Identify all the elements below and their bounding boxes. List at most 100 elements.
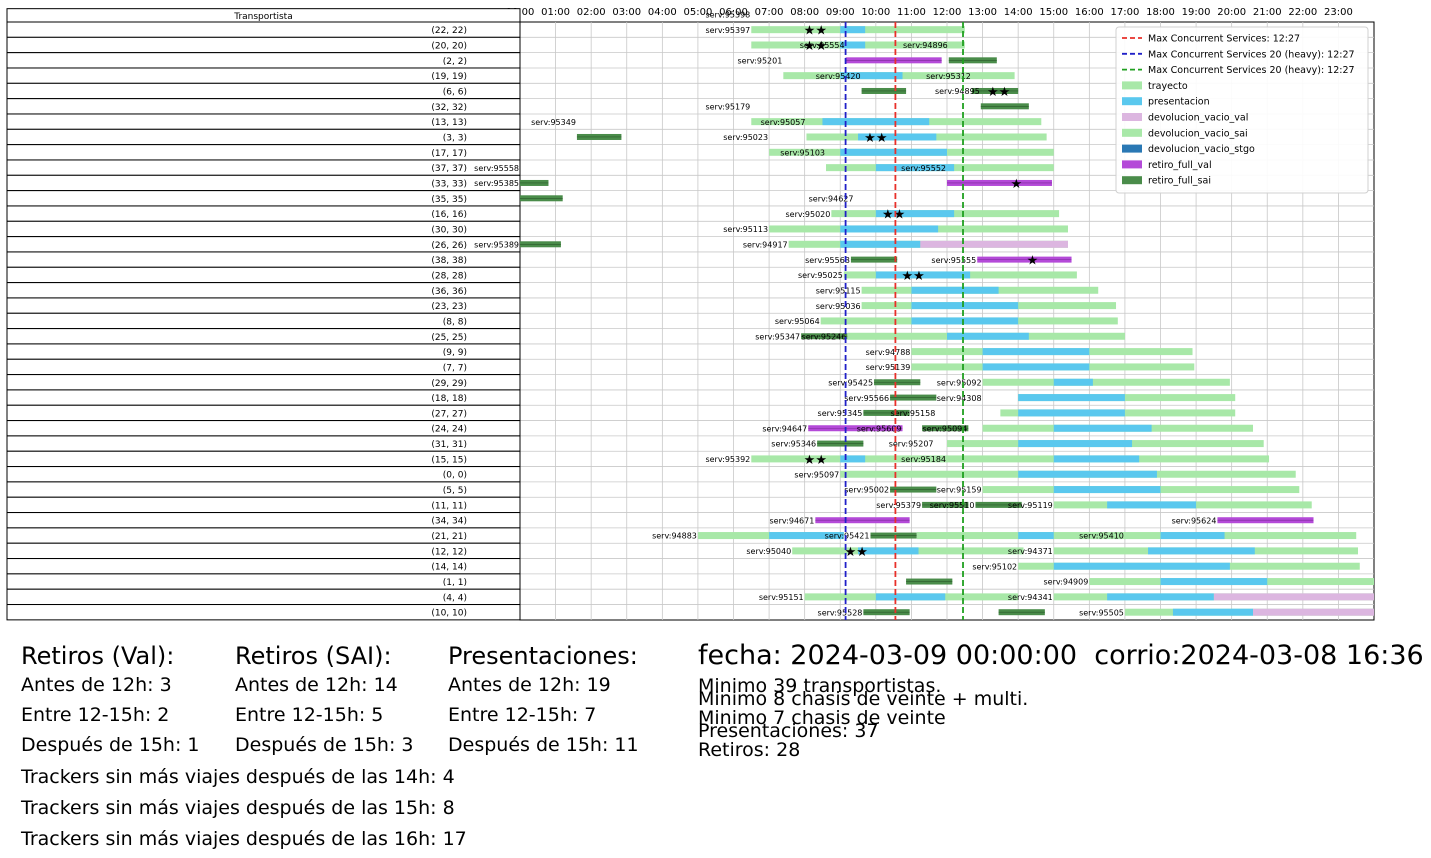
row-label: (12, 12) bbox=[431, 547, 467, 557]
gantt-bar-p bbox=[840, 148, 947, 156]
x-tick-label: 01:00 bbox=[541, 7, 570, 18]
row-label: (15, 15) bbox=[431, 455, 467, 465]
row-label: (32, 32) bbox=[431, 103, 467, 113]
service-label: serv:95025 bbox=[798, 271, 843, 280]
gantt-bar-p bbox=[1018, 440, 1133, 448]
star-marker: ★★ bbox=[864, 131, 887, 146]
service-label: serv:95410 bbox=[1079, 532, 1124, 541]
row-label: (22, 22) bbox=[431, 26, 467, 36]
row-label: (13, 13) bbox=[431, 118, 467, 128]
gantt-bar-p bbox=[982, 348, 1090, 356]
row-label: (17, 17) bbox=[431, 149, 467, 159]
service-label: serv:95159 bbox=[937, 486, 982, 495]
gantt-bar-p bbox=[1160, 532, 1225, 540]
gantt-bar-p bbox=[982, 363, 1090, 371]
gantt-bar-v bbox=[1253, 608, 1374, 616]
trackers-15h: Trackers sin más viajes después de las 1… bbox=[21, 797, 455, 819]
x-tick-label: 05:00 bbox=[684, 7, 713, 18]
legend-color-swatch bbox=[1122, 144, 1142, 153]
gantt-bar-p bbox=[1018, 409, 1125, 417]
x-tick-label: 03:00 bbox=[612, 7, 641, 18]
star-marker: ★ bbox=[1011, 177, 1023, 192]
row-label: (34, 34) bbox=[431, 517, 467, 527]
stats-pres-title: Presentaciones: bbox=[448, 642, 638, 670]
legend-entry: presentacion bbox=[1148, 97, 1210, 108]
stats-sai-line1: Antes de 12h: 14 bbox=[235, 674, 398, 696]
summary-presentaciones: Presentaciones: 37 bbox=[698, 720, 879, 742]
trackers-14h: Trackers sin más viajes después de las 1… bbox=[21, 766, 455, 788]
service-label: serv:95554 bbox=[800, 41, 845, 50]
row-label: (18, 18) bbox=[431, 394, 467, 404]
service-label: serv:95347 bbox=[755, 332, 800, 341]
x-tick-label: 06:00 bbox=[719, 7, 748, 18]
service-label: serv:95020 bbox=[786, 210, 831, 219]
summary-min-transportistas: Minimo 39 transportistas. bbox=[698, 675, 942, 697]
service-label: serv:95246 bbox=[802, 332, 847, 341]
service-label: serv:95349 bbox=[531, 118, 576, 127]
stats-sai-title: Retiros (SAI): bbox=[235, 642, 392, 670]
row-label: (23, 23) bbox=[431, 302, 467, 312]
service-label: serv:95552 bbox=[901, 164, 946, 173]
row-label: (20, 20) bbox=[431, 41, 467, 51]
service-label: serv:94895 bbox=[935, 87, 980, 96]
legend-color-swatch bbox=[1122, 128, 1142, 137]
star-marker: ★★ bbox=[902, 269, 925, 284]
row-label: (16, 16) bbox=[431, 210, 467, 220]
service-label: serv:95420 bbox=[816, 72, 861, 81]
row-label: (9, 9) bbox=[443, 348, 467, 358]
service-label: serv:95346 bbox=[771, 440, 816, 449]
service-label: serv:95094 bbox=[923, 424, 968, 433]
row-label: (33, 33) bbox=[431, 179, 467, 189]
gantt-bar-p bbox=[875, 210, 955, 218]
row-label: (6, 6) bbox=[443, 87, 467, 97]
row-label: (3, 3) bbox=[443, 133, 467, 143]
stats-val-title: Retiros (Val): bbox=[21, 642, 175, 670]
gantt-bar-p bbox=[840, 240, 921, 248]
service-label: serv:94788 bbox=[866, 348, 911, 357]
gantt-bar-p bbox=[840, 41, 866, 49]
x-tick-label: 17:00 bbox=[1111, 7, 1140, 18]
service-label: serv:95113 bbox=[723, 225, 768, 234]
service-label: serv:95558 bbox=[474, 164, 519, 173]
service-label: serv:94341 bbox=[1008, 593, 1053, 602]
trackers-16h: Trackers sin más viajes después de las 1… bbox=[21, 828, 467, 850]
gantt-bar-p bbox=[858, 133, 937, 141]
stats-val-line3: Después de 15h: 1 bbox=[21, 734, 200, 756]
row-label-cell bbox=[6, 604, 521, 621]
row-label: (19, 19) bbox=[431, 72, 467, 82]
gantt-bar-p bbox=[1053, 378, 1093, 386]
service-label: serv:95151 bbox=[759, 593, 804, 602]
service-label: serv:95064 bbox=[775, 317, 820, 326]
service-label: serv:95379 bbox=[876, 501, 921, 510]
legend-color-swatch bbox=[1122, 113, 1142, 121]
service-label: serv:94308 bbox=[937, 394, 982, 403]
row-label: (25, 25) bbox=[431, 333, 467, 343]
row-label: (10, 10) bbox=[431, 609, 467, 619]
service-label: serv:95609 bbox=[857, 424, 902, 433]
row-label: (7, 7) bbox=[443, 363, 467, 373]
service-label: serv:95566 bbox=[844, 394, 889, 403]
stats-val-line1: Antes de 12h: 3 bbox=[21, 674, 172, 696]
gantt-bar-p bbox=[911, 317, 1019, 325]
row-label: (35, 35) bbox=[431, 195, 467, 205]
row-label: (8, 8) bbox=[443, 317, 467, 327]
service-label: serv:95057 bbox=[761, 118, 806, 127]
gantt-bar-p bbox=[911, 286, 999, 294]
service-label: serv:95092 bbox=[937, 378, 982, 387]
service-label: serv:94647 bbox=[762, 424, 807, 433]
service-label: serv:95036 bbox=[816, 302, 861, 311]
gantt-bar-p bbox=[1107, 501, 1197, 509]
x-tick-label: 18:00 bbox=[1146, 7, 1175, 18]
legend-color-swatch bbox=[1122, 97, 1142, 106]
x-tick-label: 02:00 bbox=[577, 7, 606, 18]
row-label: (4, 4) bbox=[443, 593, 467, 603]
gantt-bar-v bbox=[920, 240, 1068, 248]
service-label: serv:95207 bbox=[889, 440, 934, 449]
service-label: serv:95624 bbox=[1172, 516, 1217, 525]
gantt-bar-t bbox=[751, 455, 1270, 463]
gantt-bar-p bbox=[911, 302, 1019, 310]
star-marker: ★★ bbox=[804, 24, 827, 39]
gantt-bar-p bbox=[840, 225, 939, 233]
service-label: serv:95389 bbox=[474, 240, 519, 249]
gantt-bar-p bbox=[1053, 455, 1140, 463]
